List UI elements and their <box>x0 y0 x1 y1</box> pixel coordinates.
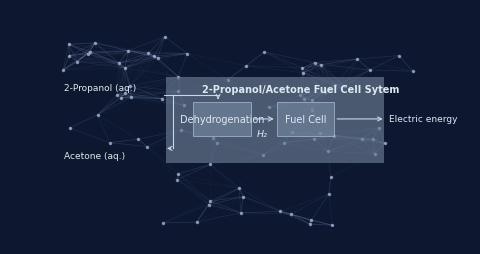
Text: 2-Propanol (aq.): 2-Propanol (aq.) <box>64 84 136 93</box>
Text: Dehydrogenation: Dehydrogenation <box>180 115 264 124</box>
FancyBboxPatch shape <box>276 103 335 136</box>
FancyBboxPatch shape <box>166 77 384 164</box>
Text: Electric energy: Electric energy <box>389 115 458 124</box>
Text: Fuel Cell: Fuel Cell <box>285 115 326 124</box>
Text: Acetone (aq.): Acetone (aq.) <box>64 152 125 161</box>
Text: H₂: H₂ <box>256 129 267 138</box>
FancyBboxPatch shape <box>193 103 251 136</box>
Text: 2-Propanol/Acetone Fuel Cell Sytem: 2-Propanol/Acetone Fuel Cell Sytem <box>202 84 400 94</box>
